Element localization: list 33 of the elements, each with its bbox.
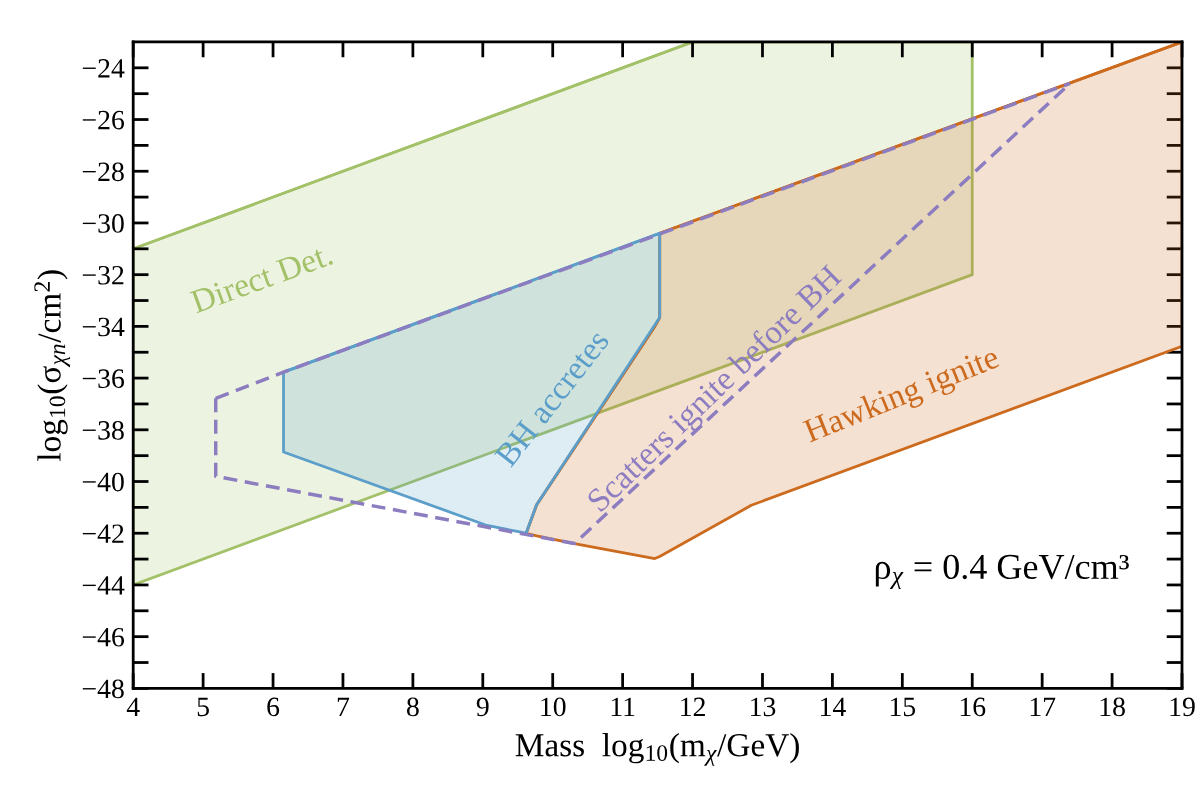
x-axis-title: Mass log$_{10}$(m$_{χ}$/GeV) [515, 733, 799, 766]
x-tick-label: 5 [197, 697, 209, 717]
y-tick-label: −32 [82, 265, 124, 285]
x-tick-label: 10 [541, 697, 566, 717]
x-tick-label: 17 [1030, 697, 1056, 716]
y-tick-label: −40 [82, 472, 124, 492]
x-tick-label: 16 [960, 697, 986, 717]
y-tick-label: −46 [82, 627, 125, 647]
y-tick-label: −24 [82, 59, 125, 78]
annotation: ρ$_{χ}$ = 0.4 GeV/cm³ [875, 554, 1129, 590]
x-tick-label: 12 [681, 697, 705, 716]
x-tick-label: 13 [751, 697, 776, 717]
x-tick-label: 9 [476, 697, 489, 717]
y-tick-label: −26 [82, 110, 125, 130]
x-tick-label: 6 [267, 697, 280, 717]
y-tick-label: −48 [82, 679, 124, 699]
x-tick-label: 15 [890, 697, 916, 717]
x-tick-label: 19 [1170, 697, 1195, 717]
y-axis-title: log$_{10}$(σ$_{χn}$/cm$^{2}$) [34, 270, 71, 461]
x-tick-label: 4 [126, 697, 140, 716]
y-tick-label: −36 [82, 369, 125, 389]
x-tick-label: 18 [1100, 697, 1125, 717]
x-tick-label: 14 [820, 697, 846, 716]
y-tick-label: −42 [82, 524, 124, 543]
x-tick-label: 8 [406, 697, 419, 717]
y-tick-label: −28 [82, 162, 124, 182]
y-tick-label: −34 [82, 317, 125, 337]
x-tick-label: 11 [611, 697, 635, 716]
text: Direct Det. [189, 242, 334, 314]
y-tick-label: −38 [82, 420, 124, 440]
x-tick-label: 7 [337, 697, 350, 716]
y-tick-label: −30 [82, 214, 124, 233]
y-tick-label: −44 [82, 576, 125, 595]
